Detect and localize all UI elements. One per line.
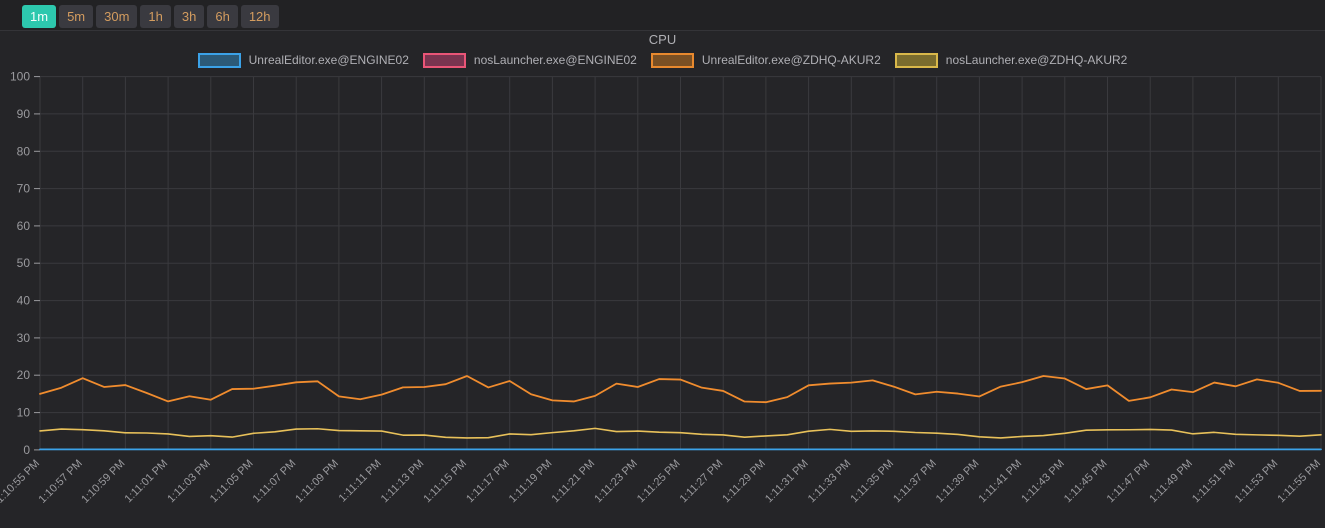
svg-text:20: 20 <box>17 368 31 382</box>
svg-text:1:11:37 PM: 1:11:37 PM <box>891 458 939 506</box>
svg-text:1:11:53 PM: 1:11:53 PM <box>1233 458 1281 506</box>
svg-text:60: 60 <box>17 219 31 233</box>
svg-text:1:10:59 PM: 1:10:59 PM <box>79 458 127 506</box>
svg-text:1:11:11 PM: 1:11:11 PM <box>337 458 384 505</box>
svg-text:1:11:27 PM: 1:11:27 PM <box>678 458 726 506</box>
svg-text:100: 100 <box>10 70 30 84</box>
svg-text:80: 80 <box>17 144 31 158</box>
svg-text:40: 40 <box>17 294 31 308</box>
svg-text:1:11:55 PM: 1:11:55 PM <box>1275 458 1323 506</box>
svg-text:1:11:29 PM: 1:11:29 PM <box>720 458 768 506</box>
svg-text:1:10:55 PM: 1:10:55 PM <box>0 458 42 506</box>
svg-text:1:11:23 PM: 1:11:23 PM <box>592 458 640 506</box>
svg-text:1:11:51 PM: 1:11:51 PM <box>1190 458 1238 506</box>
svg-text:1:11:49 PM: 1:11:49 PM <box>1147 458 1195 506</box>
svg-text:1:11:07 PM: 1:11:07 PM <box>251 458 299 506</box>
svg-text:0: 0 <box>23 443 30 457</box>
svg-text:1:11:15 PM: 1:11:15 PM <box>421 458 469 506</box>
svg-text:1:11:03 PM: 1:11:03 PM <box>165 458 213 506</box>
svg-text:1:11:47 PM: 1:11:47 PM <box>1105 458 1153 506</box>
svg-text:1:11:43 PM: 1:11:43 PM <box>1019 458 1067 506</box>
svg-text:10: 10 <box>17 406 31 420</box>
svg-text:90: 90 <box>17 107 31 121</box>
svg-text:1:11:01 PM: 1:11:01 PM <box>123 458 171 506</box>
svg-text:1:11:05 PM: 1:11:05 PM <box>208 458 256 506</box>
svg-text:1:10:57 PM: 1:10:57 PM <box>37 458 85 506</box>
svg-text:1:11:19 PM: 1:11:19 PM <box>507 458 555 506</box>
svg-text:1:11:35 PM: 1:11:35 PM <box>848 458 896 506</box>
svg-text:1:11:41 PM: 1:11:41 PM <box>977 458 1025 506</box>
svg-text:1:11:17 PM: 1:11:17 PM <box>464 458 512 506</box>
svg-text:1:11:39 PM: 1:11:39 PM <box>934 458 982 506</box>
svg-text:1:11:33 PM: 1:11:33 PM <box>806 458 854 506</box>
svg-text:50: 50 <box>17 256 31 270</box>
svg-text:1:11:09 PM: 1:11:09 PM <box>293 458 341 506</box>
svg-text:1:11:13 PM: 1:11:13 PM <box>379 458 427 506</box>
svg-text:1:11:31 PM: 1:11:31 PM <box>763 458 811 506</box>
svg-text:1:11:21 PM: 1:11:21 PM <box>550 458 598 506</box>
svg-text:1:11:25 PM: 1:11:25 PM <box>635 458 683 506</box>
svg-text:30: 30 <box>17 331 31 345</box>
svg-text:70: 70 <box>17 182 31 196</box>
svg-text:1:11:45 PM: 1:11:45 PM <box>1062 458 1110 506</box>
